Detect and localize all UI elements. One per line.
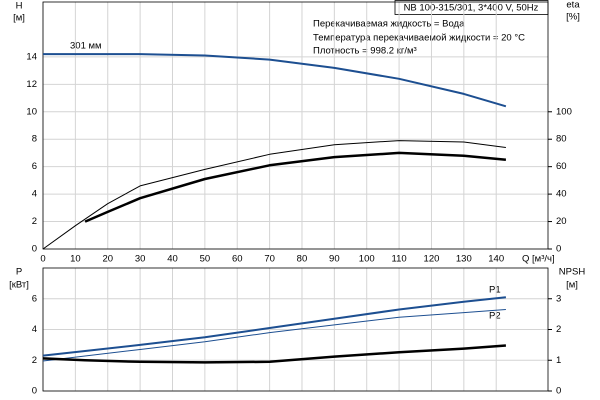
curve — [42, 296, 507, 357]
curve — [84, 151, 507, 223]
y-tick-label: 6 — [32, 161, 37, 172]
y-tick-label: 4 — [32, 189, 37, 200]
y2-tick-label: 0 — [556, 244, 561, 255]
y-tick-label: 6 — [32, 293, 37, 304]
y-tick-label: 10 — [26, 106, 37, 117]
x-tick-label: 120 — [424, 254, 440, 265]
plot-frame — [42, 267, 549, 392]
x-tick-label: 90 — [329, 254, 340, 265]
curve — [42, 309, 506, 362]
y2-tick-label: 2 — [556, 324, 561, 335]
y2-tick-label: 100 — [556, 106, 572, 117]
series-label: P2 — [489, 311, 501, 322]
y2-tick-label: 20 — [556, 216, 567, 227]
y2-tick-label: 60 — [556, 161, 567, 172]
chart-title: NB 100-315/301, 3*400 V, 50Hz — [404, 3, 539, 14]
x-tick-label: 0 — [40, 254, 45, 265]
x-tick-label: 50 — [200, 254, 211, 265]
y-tick-label: 8 — [32, 134, 37, 145]
plot-frame — [42, 1, 549, 250]
annotation: Перекачиваемая жидкость = Вода — [313, 19, 465, 30]
x-tick-label: 40 — [167, 254, 178, 265]
y-tick-label: 2 — [32, 216, 37, 227]
y-tick-label: 2 — [32, 355, 37, 366]
x-tick-label: 60 — [232, 254, 243, 265]
x-axis-label: Q [м³/ч] — [522, 254, 555, 265]
y2-tick-label: 80 — [556, 134, 567, 145]
x-tick-label: 110 — [392, 254, 407, 265]
y-axis-label: H — [16, 1, 23, 12]
y2-tick-label: 3 — [556, 293, 561, 304]
x-tick-label: 10 — [70, 254, 81, 265]
annotation: Температура перекачиваемой жидкости = 20… — [313, 33, 525, 44]
curve — [42, 344, 506, 364]
y2-axis-unit: [м] — [566, 280, 578, 291]
y-tick-label: 14 — [26, 51, 37, 62]
x-tick-label: 130 — [456, 254, 472, 265]
y-axis-label: P — [16, 267, 22, 278]
x-tick-label: 30 — [135, 254, 146, 265]
y-axis-unit: [кВт] — [9, 280, 29, 291]
x-tick-label: 140 — [488, 254, 504, 265]
y-tick-label: 4 — [32, 324, 37, 335]
x-tick-label: 80 — [297, 254, 308, 265]
y2-axis-label: eta — [566, 0, 580, 11]
curve — [42, 140, 506, 250]
y-tick-label: 0 — [32, 244, 37, 255]
y2-tick-label: 40 — [556, 189, 567, 200]
x-tick-label: 70 — [264, 254, 275, 265]
series-label: P1 — [489, 285, 501, 296]
series-label: 301 мм — [70, 41, 102, 52]
annotation: Плотность = 998.2 кг/м³ — [313, 46, 417, 57]
x-tick-label: 100 — [359, 254, 375, 265]
y2-axis-unit: [%] — [566, 12, 580, 23]
y2-tick-label: 1 — [556, 355, 561, 366]
curve — [43, 53, 507, 108]
y-tick-label: 12 — [26, 79, 37, 90]
x-tick-label: 20 — [102, 254, 113, 265]
y2-axis-label: NPSH — [559, 267, 586, 278]
y2-tick-label: 0 — [556, 386, 561, 397]
y-axis-unit: [м] — [13, 13, 25, 24]
y-tick-label: 0 — [32, 386, 37, 397]
